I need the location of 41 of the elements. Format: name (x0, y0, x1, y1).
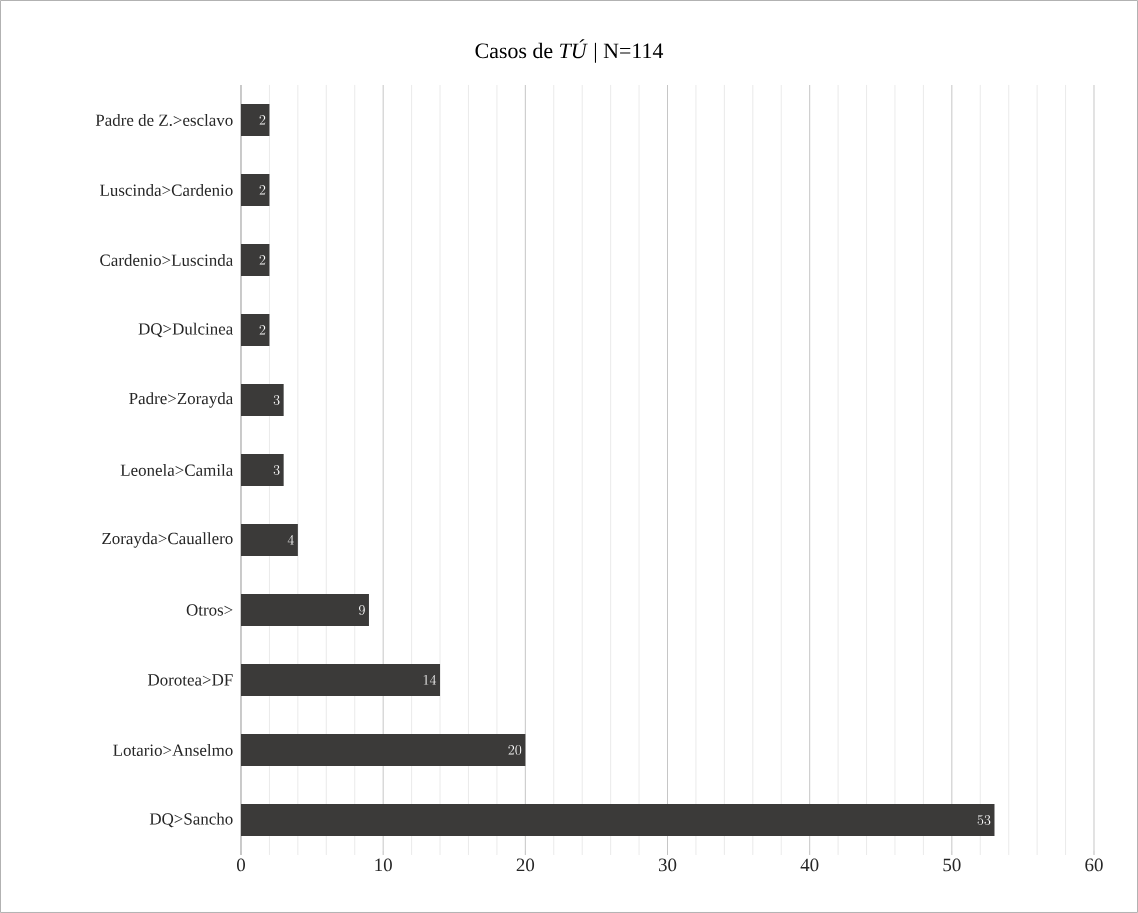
x-tick-label: 30 (658, 858, 677, 872)
y-tick-label: Luscinda>Cardenio (100, 184, 233, 196)
data-label: 2 (259, 325, 266, 335)
data-label: 2 (259, 185, 266, 195)
bar (241, 383, 284, 416)
bar (241, 103, 270, 136)
bar (241, 243, 270, 276)
x-tick-label: 20 (516, 858, 535, 872)
x-tick-label: 50 (943, 858, 961, 872)
y-tick-label: DQ>Sancho (149, 812, 233, 828)
bar (241, 663, 441, 696)
data-label: 2 (259, 255, 266, 265)
bar (241, 523, 298, 556)
data-label: 53 (977, 815, 991, 825)
y-tick-label: Zorayda>Cauallero (102, 532, 233, 548)
y-tick-label: Otros> (186, 604, 233, 616)
bar (241, 313, 270, 346)
bar (241, 453, 284, 486)
chart-title: Casos de TÚ | N=114 (475, 39, 664, 63)
y-tick-label: Leonela>Camila (120, 464, 234, 476)
y-tick-label: Padre de Z.>esclavo (95, 114, 233, 126)
bar (241, 804, 995, 836)
bar (241, 173, 270, 206)
data-label: 2 (259, 115, 266, 125)
data-label: 3 (273, 465, 280, 475)
data-label: 20 (508, 745, 522, 755)
x-tick-label: 10 (375, 858, 392, 872)
data-label: 14 (423, 674, 437, 685)
bar (241, 733, 526, 766)
y-tick-label: Padre>Zorayda (129, 392, 234, 408)
data-label: 3 (273, 395, 280, 405)
y-tick-label: Lotario>Anselmo (113, 744, 233, 756)
x-tick-label: 40 (800, 858, 819, 872)
x-tick-label: 0 (236, 858, 246, 872)
data-label: 4 (287, 534, 294, 545)
y-tick-label: Cardenio>Luscinda (100, 254, 234, 266)
bar (241, 593, 369, 626)
data-label: 9 (359, 605, 365, 615)
x-tick-label: 60 (1085, 858, 1103, 872)
y-tick-label: Dorotea>DF (147, 674, 233, 686)
y-tick-label: DQ>Dulcinea (138, 322, 233, 338)
